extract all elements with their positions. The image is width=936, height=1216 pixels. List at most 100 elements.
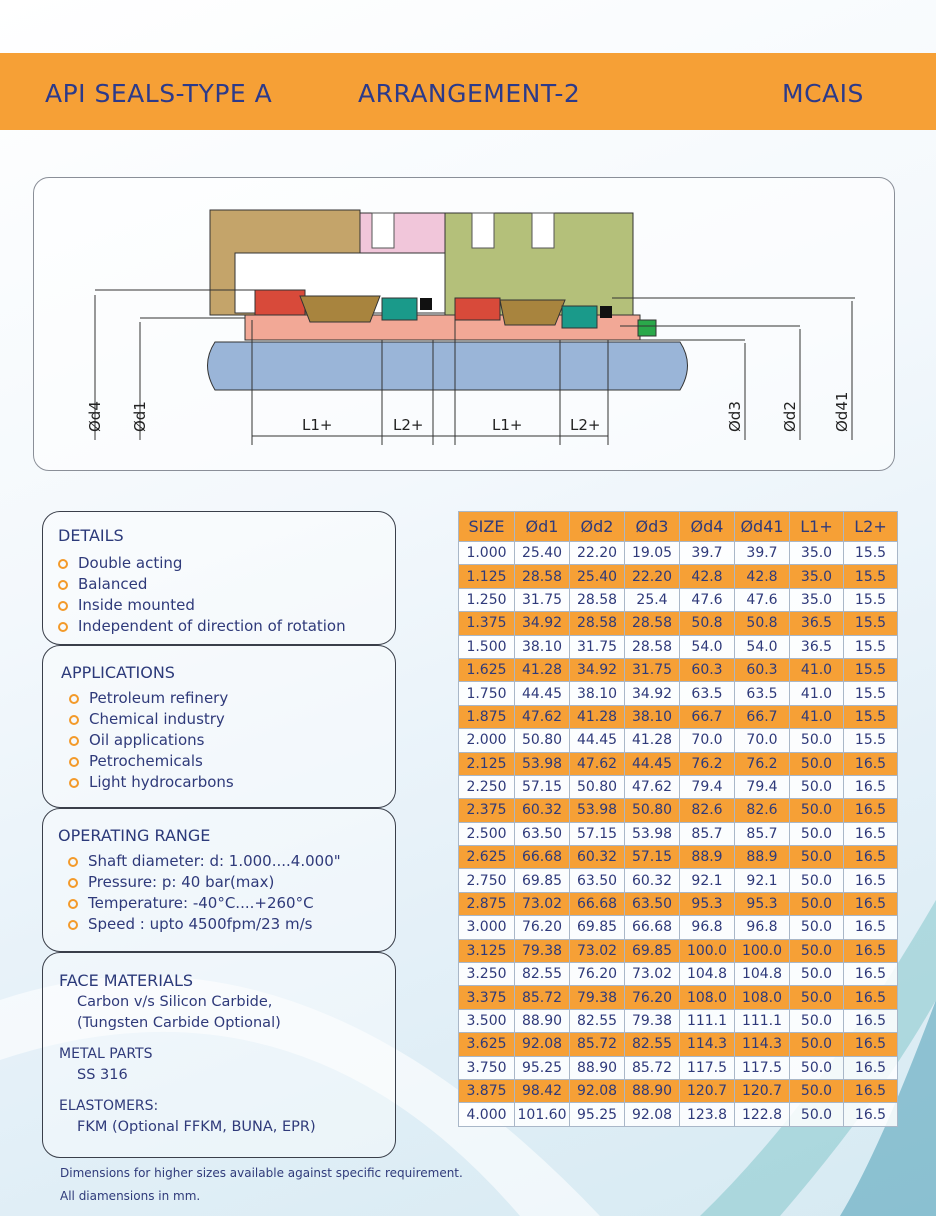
- table-cell: 3.125: [458, 938, 515, 964]
- table-cell: 73.02: [624, 962, 680, 987]
- table-cell: 73.02: [514, 891, 570, 917]
- table-cell: 82.55: [514, 962, 570, 987]
- table-cell: 2.875: [458, 891, 515, 917]
- table-cell: 88.90: [569, 1055, 625, 1080]
- applications-item: Petroleum refinery: [69, 688, 395, 709]
- table-cell: 73.02: [569, 938, 625, 964]
- table-cell: 88.9: [679, 845, 735, 870]
- table-cell: 16.5: [843, 1078, 898, 1104]
- table-cell: 3.000: [458, 915, 515, 940]
- table-cell: 50.0: [789, 915, 844, 940]
- table-cell: 1.250: [458, 587, 515, 613]
- table-row: 3.125 79.38 73.02 69.85 100.0 100.0 50.0 16.5: [458, 938, 898, 964]
- table-cell: 117.5: [679, 1055, 735, 1080]
- table-cell: 95.3: [734, 891, 790, 917]
- table-cell: 16.5: [843, 774, 898, 800]
- table-cell: 38.10: [624, 704, 680, 730]
- table-cell: 111.1: [734, 1008, 790, 1034]
- table-cell: 108.0: [734, 985, 790, 1010]
- table-cell: 3.875: [458, 1078, 515, 1104]
- table-cell: 85.72: [624, 1055, 680, 1080]
- table-cell: 16.5: [843, 1055, 898, 1080]
- table-cell: 54.0: [734, 634, 790, 659]
- note-units: All diamensions in mm.: [60, 1189, 201, 1203]
- table-cell: 50.0: [789, 798, 844, 823]
- table-cell: 42.8: [679, 564, 735, 589]
- operating-range-panel: OPERATING RANGE Shaft diameter: d: 1.000…: [42, 808, 396, 952]
- table-row: 3.500 88.90 82.55 79.38 111.1 111.1 50.0 16.5: [458, 1008, 898, 1034]
- table-cell: 3.625: [458, 1032, 515, 1057]
- table-cell: 111.1: [679, 1008, 735, 1034]
- table-cell: 114.3: [734, 1032, 790, 1057]
- table-cell: 114.3: [679, 1032, 735, 1057]
- table-cell: 79.38: [569, 985, 625, 1010]
- table-cell: 60.3: [679, 657, 735, 683]
- table-cell: 63.5: [679, 681, 735, 706]
- table-cell: 16.5: [843, 1102, 898, 1127]
- applications-item: Chemical industry: [69, 709, 395, 730]
- table-cell: 34.92: [514, 611, 570, 636]
- table-cell: 50.0: [789, 1078, 844, 1104]
- table-cell: 2.375: [458, 798, 515, 823]
- table-cell: 15.5: [843, 564, 898, 589]
- bullet-icon: [68, 919, 78, 930]
- table-cell: 95.25: [569, 1102, 625, 1127]
- table-cell: 70.0: [734, 728, 790, 753]
- table-cell: 16.5: [843, 962, 898, 987]
- column-header: Ød4: [679, 511, 735, 542]
- bullet-icon: [69, 777, 79, 788]
- table-cell: 44.45: [569, 728, 625, 753]
- bullet-icon: [58, 579, 68, 590]
- operating-item: Temperature: -40°C....+260°C: [68, 893, 395, 914]
- table-cell: 16.5: [843, 845, 898, 870]
- column-header: SIZE: [458, 511, 515, 542]
- operating-item: Pressure: p: 40 bar(max): [68, 872, 395, 893]
- table-row: 1.875 47.62 41.28 38.10 66.7 66.7 41.0 15.5: [458, 704, 898, 730]
- table-row: 3.000 76.20 69.85 66.68 96.8 96.8 50.0 16.5: [458, 915, 898, 940]
- table-cell: 1.000: [458, 540, 515, 566]
- table-cell: 44.45: [624, 751, 680, 776]
- table-cell: 101.60: [514, 1102, 570, 1127]
- table-cell: 53.98: [624, 821, 680, 847]
- table-row: 2.250 57.15 50.80 47.62 79.4 79.4 50.0 16.5: [458, 774, 898, 800]
- table-cell: 76.2: [734, 751, 790, 776]
- table-cell: 16.5: [843, 868, 898, 893]
- column-header: Ød3: [624, 511, 680, 542]
- table-row: 1.125 28.58 25.40 22.20 42.8 42.8 35.0 15.5: [458, 564, 898, 589]
- table-cell: 41.28: [569, 704, 625, 730]
- table-cell: 39.7: [679, 540, 735, 566]
- table-cell: 28.58: [569, 587, 625, 613]
- table-cell: 76.20: [514, 915, 570, 940]
- table-cell: 104.8: [679, 962, 735, 987]
- table-row: 1.500 38.10 31.75 28.58 54.0 54.0 36.5 15.5: [458, 634, 898, 659]
- table-cell: 82.6: [734, 798, 790, 823]
- table-cell: 85.72: [514, 985, 570, 1010]
- table-cell: 50.0: [789, 962, 844, 987]
- table-cell: 25.40: [569, 564, 625, 589]
- table-cell: 120.7: [679, 1078, 735, 1104]
- table-cell: 15.5: [843, 704, 898, 730]
- table-cell: 16.5: [843, 915, 898, 940]
- table-row: 3.375 85.72 79.38 76.20 108.0 108.0 50.0 16.5: [458, 985, 898, 1010]
- table-cell: 79.4: [734, 774, 790, 800]
- table-cell: 82.55: [624, 1032, 680, 1057]
- label-d4: Ød4: [86, 401, 104, 432]
- label-l1-second: L1+: [492, 416, 522, 434]
- label-d1: Ød1: [131, 401, 149, 432]
- table-cell: 82.6: [679, 798, 735, 823]
- metal-parts-title: METAL PARTS: [59, 1046, 153, 1062]
- table-cell: 16.5: [843, 938, 898, 964]
- table-cell: 50.0: [789, 1032, 844, 1057]
- table-cell: 92.08: [514, 1032, 570, 1057]
- table-cell: 66.68: [569, 891, 625, 917]
- table-row: 1.375 34.92 28.58 28.58 50.8 50.8 36.5 15.5: [458, 611, 898, 636]
- label-d3: Ød3: [726, 401, 744, 432]
- table-cell: 1.375: [458, 611, 515, 636]
- applications-item: Light hydrocarbons: [69, 772, 395, 793]
- table-row: 2.750 69.85 63.50 60.32 92.1 92.1 50.0 16.5: [458, 868, 898, 893]
- table-cell: 88.9: [734, 845, 790, 870]
- table-cell: 15.5: [843, 540, 898, 566]
- details-item: Balanced: [58, 574, 395, 595]
- bullet-icon: [69, 693, 79, 704]
- bullet-icon: [68, 856, 78, 867]
